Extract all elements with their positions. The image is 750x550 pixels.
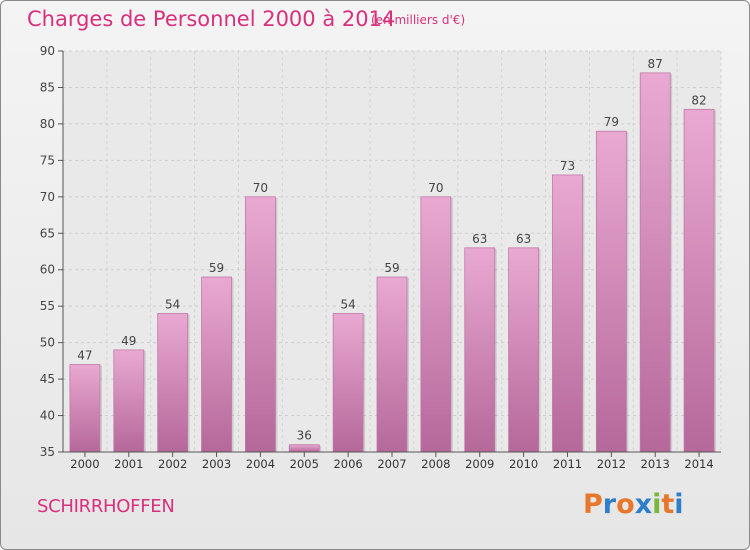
logo-letter: r	[602, 489, 617, 520]
y-tick-label: 50	[40, 336, 55, 350]
y-tick-label: 75	[40, 153, 55, 167]
bar-value-label: 49	[121, 334, 136, 348]
x-tick-label: 2012	[597, 457, 626, 471]
y-tick-label: 90	[40, 44, 55, 58]
x-tick-label: 2001	[114, 457, 143, 471]
x-tick-label: 2007	[377, 457, 406, 471]
logo-letter: i	[652, 489, 662, 520]
chart-title: Charges de Personnel 2000 à 2014	[27, 7, 396, 31]
logo-letter: o	[616, 489, 635, 520]
bar-value-label: 63	[516, 232, 531, 246]
bar	[508, 247, 540, 453]
y-tick-label: 85	[40, 80, 55, 94]
commune-name: SCHIRRHOFFEN	[37, 496, 175, 517]
x-tick-label: 2008	[421, 457, 450, 471]
bar	[595, 130, 627, 453]
bar	[420, 196, 452, 453]
bar-value-label: 59	[209, 261, 224, 275]
x-tick-label: 2009	[465, 457, 494, 471]
y-tick-label: 55	[40, 299, 55, 313]
x-tick-label: 2002	[158, 457, 187, 471]
y-tick-label: 45	[40, 372, 55, 386]
bar	[201, 276, 232, 453]
y-tick-label: 40	[40, 409, 55, 423]
bar-chart: 35 40 45 50 55 60 65 70 75 80 85 90 2000 2001 2002 2003…	[40, 44, 722, 471]
logo-letter: t	[661, 489, 675, 520]
logo-letter: x	[634, 489, 653, 520]
bar	[332, 313, 364, 453]
y-tick-label: 70	[40, 190, 55, 204]
bar	[683, 108, 715, 453]
bar	[288, 444, 320, 453]
bar-value-label: 54	[165, 297, 180, 311]
logo-letter: i	[674, 489, 684, 520]
x-tick-label: 2006	[333, 457, 362, 471]
bar-value-label: 47	[77, 349, 92, 363]
x-tick-label: 2014	[684, 457, 713, 471]
bar-value-label: 63	[472, 232, 487, 246]
x-tick-label: 2013	[641, 457, 670, 471]
chart-subtitle: (en milliers d'€)	[371, 13, 466, 27]
bar-value-label: 82	[691, 93, 706, 107]
bar	[376, 276, 408, 453]
bar-value-label: 87	[648, 57, 663, 71]
x-tick-label: 2004	[246, 457, 275, 471]
bar	[244, 196, 276, 453]
x-tick-label: 2000	[70, 457, 99, 471]
bar-value-label: 70	[428, 181, 443, 195]
bar	[464, 247, 496, 453]
y-tick-label: 80	[40, 117, 55, 131]
logo-letter: P	[583, 489, 603, 520]
bar	[69, 364, 101, 453]
bar-value-label: 54	[340, 297, 355, 311]
bar-value-label: 73	[560, 159, 575, 173]
x-tick-label: 2003	[202, 457, 231, 471]
y-tick-label: 65	[40, 226, 55, 240]
bar	[639, 72, 671, 453]
x-tick-label: 2005	[290, 457, 319, 471]
proxiti-logo: Proxiti	[583, 489, 684, 520]
bar	[157, 313, 189, 453]
x-tick-label: 2010	[509, 457, 538, 471]
bar-value-label: 79	[604, 115, 619, 129]
bar	[113, 349, 145, 453]
bar-value-label: 36	[297, 429, 312, 443]
bar-value-label: 70	[253, 181, 268, 195]
bar	[552, 174, 583, 453]
y-tick-label: 35	[40, 445, 55, 459]
y-tick-label: 60	[40, 263, 55, 277]
x-tick-label: 2011	[553, 457, 582, 471]
bar-value-label: 59	[384, 261, 399, 275]
